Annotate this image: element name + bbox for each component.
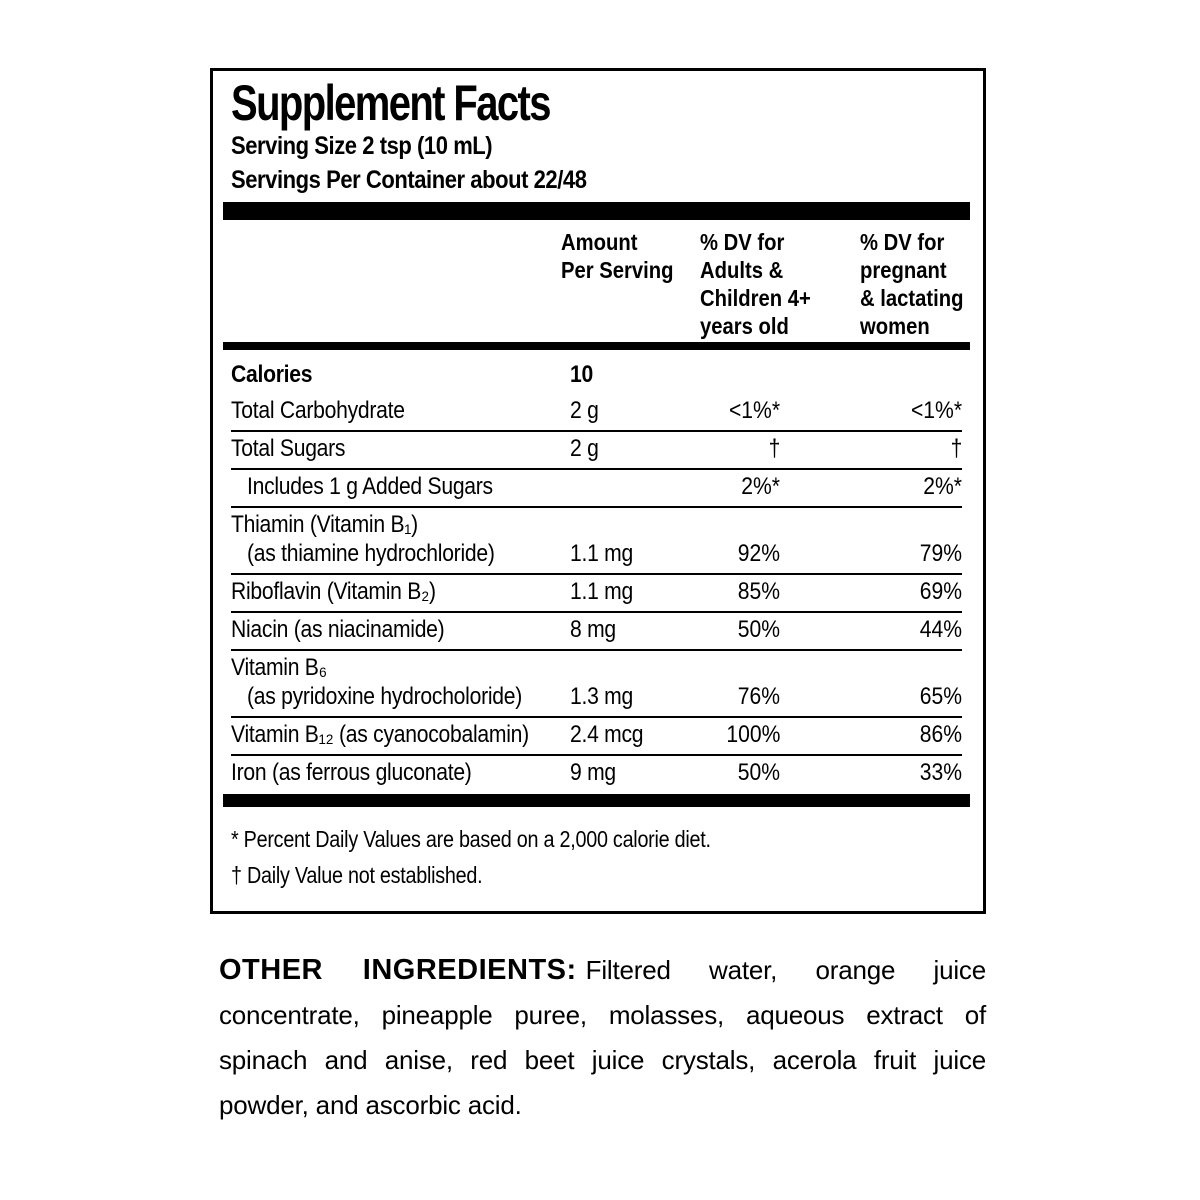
table-row: Total Sugars 2 g † † [231,432,962,470]
column-header-dv-pregnant: % DV for pregnant & lactating women [860,229,964,339]
nutrient-name: Total Carbohydrate [231,397,405,424]
nutrient-amount: 2.4 mcg [570,721,644,748]
nutrient-dv-adults: 100% [725,721,780,748]
table-row: Niacin (as niacinamide) 8 mg 50% 44% [231,613,962,651]
supplement-facts-panel: Supplement Facts Serving Size 2 tsp (10 … [210,68,986,914]
nutrient-name: Includes 1 g Added Sugars [247,473,493,500]
table-row: Includes 1 g Added Sugars 2%* 2%* [231,470,962,508]
panel-title: Supplement Facts [231,75,552,131]
nutrient-dv-pregnant: 86% [919,721,962,748]
nutrient-dv-pregnant: 79% [919,540,962,567]
serving-size: Serving Size 2 tsp (10 mL) [231,132,493,160]
nutrient-dv-pregnant: 65% [919,683,962,710]
nutrient-name: Vitamin B₆ (as pyridoxine hydrocholoride… [231,654,522,710]
nutrient-amount: 1.3 mg [570,683,633,710]
nutrient-amount: 2 g [570,397,599,424]
other-ingredients-heading: OTHER INGREDIENTS: [219,954,577,986]
servings-per-container: Servings Per Container about 22/48 [231,166,587,194]
nutrient-dv-adults: 50% [737,759,780,786]
medium-divider-bar [223,342,970,350]
nutrient-dv-adults: 50% [737,616,780,643]
nutrient-amount: 10 [570,361,593,388]
nutrient-name: Total Sugars [231,435,346,462]
nutrient-amount: 8 mg [570,616,616,643]
table-row: Thiamin (Vitamin B₁) (as thiamine hydroc… [231,508,962,575]
nutrient-dv-adults [692,360,780,389]
nutrient-dv-pregnant: <1%* [910,397,962,424]
table-row: Riboflavin (Vitamin B₂) 1.1 mg 85% 69% [231,575,962,613]
table-row: Total Carbohydrate 2 g <1%* <1%* [231,394,962,432]
thick-divider-bar-top [223,202,970,220]
table-header: Amount Per Serving % DV for Adults & Chi… [231,220,964,342]
table-row: Vitamin B₁₂ (as cyanocobalamin) 2.4 mcg … [231,718,962,756]
nutrient-amount: 1.1 mg [570,578,633,605]
column-header-dv-adults: % DV for Adults & Children 4+ years old [700,229,811,339]
nutrient-amount: 9 mg [570,759,616,786]
footnote-daily-values: * Percent Daily Values are based on a 2,… [231,826,711,852]
nutrient-name: Niacin (as niacinamide) [231,616,445,643]
nutrient-dv-adults: <1%* [728,397,780,424]
nutrient-amount: 1.1 mg [570,540,633,567]
table-row: Iron (as ferrous gluconate) 9 mg 50% 33% [231,756,962,792]
nutrient-dv-pregnant [780,360,962,389]
footnote-not-established: † Daily Value not established. [231,862,483,888]
other-ingredients-text: Filtered water, orange juice concentrate… [219,955,986,1120]
nutrient-dv-pregnant: 2%* [923,473,962,500]
nutrient-dv-adults: † [768,435,780,462]
column-header-amount: Amount Per Serving [561,229,674,283]
nutrient-name: Calories [231,361,313,388]
nutrient-name: Thiamin (Vitamin B₁) (as thiamine hydroc… [231,511,495,567]
other-ingredients-section: OTHER INGREDIENTS: Filtered water, orange… [219,948,986,1128]
nutrient-dv-pregnant: 33% [919,759,962,786]
nutrient-name: Vitamin B₁₂ (as cyanocobalamin) [231,721,529,748]
nutrient-dv-adults: 2%* [741,473,780,500]
nutrient-dv-adults: 85% [737,578,780,605]
table-row: Vitamin B₆ (as pyridoxine hydrocholoride… [231,651,962,718]
table-row: Calories 10 [231,358,962,394]
nutrient-amount [561,472,692,501]
nutrient-dv-adults: 92% [737,540,780,567]
nutrient-dv-pregnant: 44% [919,616,962,643]
nutrient-amount: 2 g [570,435,599,462]
nutrient-dv-pregnant: 69% [919,578,962,605]
thick-divider-bar-bottom [223,794,970,807]
nutrient-dv-pregnant: † [950,435,962,462]
nutrient-name: Iron (as ferrous gluconate) [231,759,472,786]
nutrient-name: Riboflavin (Vitamin B₂) [231,578,436,605]
nutrient-dv-adults: 76% [737,683,780,710]
